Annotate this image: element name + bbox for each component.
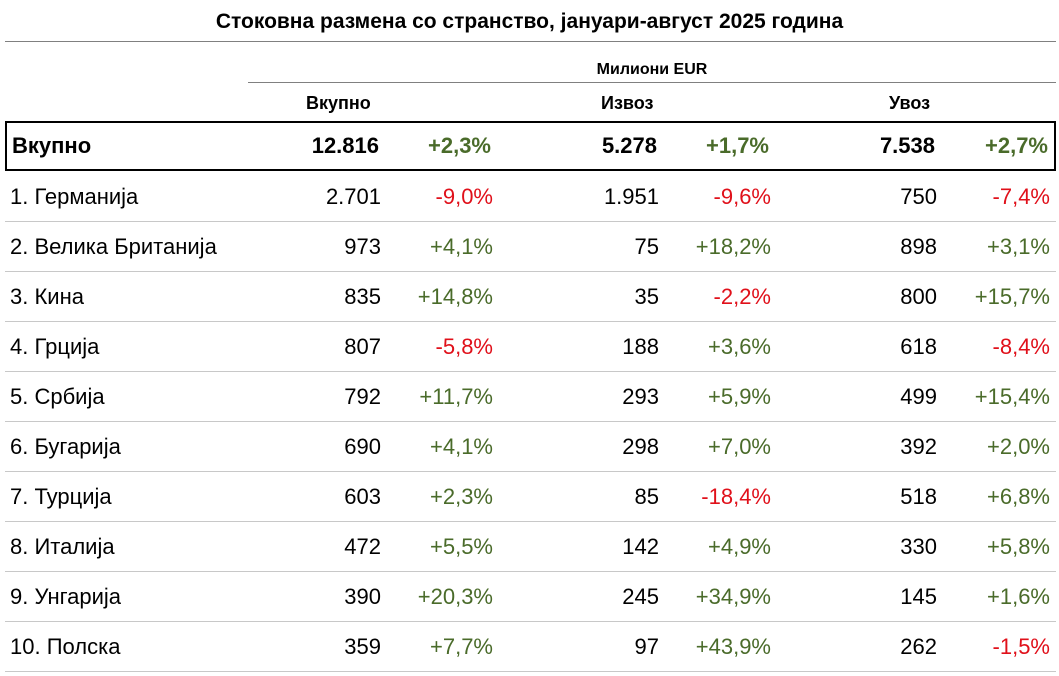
imports-value: 518 <box>900 483 937 509</box>
total-value: 2.701 <box>325 183 381 209</box>
exports-value: 298 <box>622 433 659 459</box>
imports-value: 392 <box>900 433 937 459</box>
imports-change: +15,4% <box>974 383 1050 409</box>
imports-change: +1,6% <box>987 583 1050 609</box>
table-row: 6. Бугарија 690 +4,1% 298 +7,0% 392 +2,0% <box>5 422 1056 472</box>
table-row: 5. Србија 792 +11,7% 293 +5,9% 499 +15,4% <box>5 372 1056 422</box>
row-label: 8. Италија <box>10 533 115 559</box>
row-label: 5. Србија <box>10 383 105 409</box>
table-row: 2. Велика Британија 973 +4,1% 75 +18,2% 898 +3… <box>5 222 1056 272</box>
exports-change: +5,9% <box>708 383 771 409</box>
exports-value: 35 <box>634 283 659 309</box>
total-value: 973 <box>344 233 381 259</box>
exports-value: 293 <box>622 383 659 409</box>
table-row: 4. Грција 807 -5,8% 188 +3,6% 618 -8,4% <box>5 322 1056 372</box>
units-label: Милиони EUR <box>596 61 708 78</box>
imports-change: +3,1% <box>987 233 1050 259</box>
table-row: 1. Германија 2.701 -9,0% 1.951 -9,6% 750 -7,4% <box>5 172 1056 222</box>
imports-change: +2,0% <box>987 433 1050 459</box>
imports-change: -7,4% <box>992 183 1050 209</box>
imports-change: +6,8% <box>987 483 1050 509</box>
total-change: +7,7% <box>430 633 493 659</box>
row-label: 1. Германија <box>10 183 139 209</box>
exports-value: 245 <box>622 583 659 609</box>
exports-value: 188 <box>622 333 659 359</box>
exports-change: +3,6% <box>708 333 771 359</box>
total-change: +5,5% <box>430 533 493 559</box>
total-change: +2,3% <box>430 483 493 509</box>
title-divider <box>5 41 1056 42</box>
imports-change: +5,8% <box>987 533 1050 559</box>
exports-change: +43,9% <box>695 633 771 659</box>
total-value: 359 <box>344 633 381 659</box>
total-change: +11,7% <box>419 383 493 409</box>
table-row: 10. Полска 359 +7,7% 97 +43,9% 262 -1,5% <box>5 622 1056 672</box>
imports-value: 7.538 <box>879 133 935 158</box>
total-value: 792 <box>344 383 381 409</box>
exports-value: 85 <box>634 483 659 509</box>
exports-change: +7,0% <box>708 433 771 459</box>
total-value: 12.816 <box>311 133 379 158</box>
exports-value: 1.951 <box>603 183 659 209</box>
total-change: -9,0% <box>435 183 493 209</box>
total-change: +2,3% <box>428 133 491 158</box>
imports-change: +2,7% <box>985 133 1048 158</box>
imports-value: 618 <box>900 333 937 359</box>
exports-value: 97 <box>634 633 659 659</box>
exports-change: -9,6% <box>713 183 771 209</box>
table-row: 7. Турција 603 +2,3% 85 -18,4% 518 +6,8% <box>5 472 1056 522</box>
table-row: 9. Унгарија 390 +20,3% 245 +34,9% 145 +1,6% <box>5 572 1056 622</box>
exports-change: -2,2% <box>713 283 771 309</box>
total-value: 603 <box>344 483 381 509</box>
total-value: 390 <box>344 583 381 609</box>
row-label: 9. Унгарија <box>10 583 122 609</box>
exports-change: +1,7% <box>706 133 769 158</box>
total-row: Вкупно 12.816 +2,3% 5.278 +1,7% 7.538 +2… <box>5 121 1056 171</box>
imports-value: 499 <box>900 383 937 409</box>
row-label: 7. Турција <box>10 483 112 509</box>
imports-value: 262 <box>900 633 937 659</box>
exports-value: 142 <box>622 533 659 559</box>
column-header-total: Вкупно <box>306 93 371 113</box>
total-change: +4,1% <box>430 433 493 459</box>
page-title: Стоковна размена со странство, јануари-а… <box>215 10 844 33</box>
imports-value: 750 <box>900 183 937 209</box>
imports-value: 800 <box>900 283 937 309</box>
total-value: 835 <box>344 283 381 309</box>
exports-change: +34,9% <box>695 583 771 609</box>
total-change: -5,8% <box>435 333 493 359</box>
imports-change: -1,5% <box>992 633 1050 659</box>
row-label: 4. Грција <box>10 333 100 359</box>
exports-change: +4,9% <box>708 533 771 559</box>
row-label: 2. Велика Британија <box>10 233 217 259</box>
column-header-exports: Извоз <box>601 93 654 113</box>
row-label: 3. Кина <box>10 283 84 309</box>
exports-value: 75 <box>634 233 659 259</box>
imports-value: 145 <box>900 583 937 609</box>
row-label: Вкупно <box>12 133 92 158</box>
total-change: +14,8% <box>417 283 493 309</box>
table-row: 3. Кина 835 +14,8% 35 -2,2% 800 +15,7% <box>5 272 1056 322</box>
imports-change: -8,4% <box>992 333 1050 359</box>
row-label: 10. Полска <box>10 633 121 659</box>
units-divider <box>248 82 1056 83</box>
exports-change: +18,2% <box>695 233 771 259</box>
exports-value: 5.278 <box>601 133 657 158</box>
column-header-imports: Увоз <box>889 93 931 113</box>
row-label: 6. Бугарија <box>10 433 121 459</box>
total-change: +20,3% <box>417 583 493 609</box>
total-value: 472 <box>344 533 381 559</box>
imports-value: 330 <box>900 533 937 559</box>
exports-change: -18,4% <box>701 483 771 509</box>
table-row: 8. Италија 472 +5,5% 142 +4,9% 330 +5,8% <box>5 522 1056 572</box>
total-value: 807 <box>344 333 381 359</box>
imports-change: +15,7% <box>974 283 1050 309</box>
total-change: +4,1% <box>430 233 493 259</box>
total-value: 690 <box>344 433 381 459</box>
imports-value: 898 <box>900 233 937 259</box>
